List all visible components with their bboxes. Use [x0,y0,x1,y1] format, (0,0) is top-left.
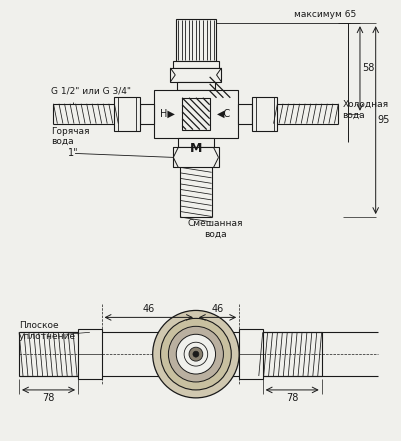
Text: 46: 46 [211,304,224,314]
Text: Холодная
вода: Холодная вода [342,100,389,120]
Text: 58: 58 [362,64,374,74]
Text: 46: 46 [143,304,155,314]
Circle shape [176,334,216,374]
Text: Плоское
уплотнение: Плоское уплотнение [19,321,76,341]
Bar [177,82,215,90]
Text: 78: 78 [43,393,55,403]
Circle shape [184,342,208,366]
Text: ◀C: ◀C [217,108,231,119]
Bar [170,68,221,82]
Bar [182,98,210,130]
Bar [173,61,219,68]
Circle shape [160,318,231,390]
Bar [114,97,140,131]
Circle shape [153,310,239,398]
Bar [252,97,277,131]
Bar [178,138,214,147]
Text: Горячая
вода: Горячая вода [51,127,90,146]
Circle shape [193,351,199,357]
Bar [176,19,216,61]
Text: 1": 1" [68,149,79,158]
Text: H▶: H▶ [160,108,175,119]
Bar [182,98,210,130]
Text: Смешанная
вода: Смешанная вода [188,219,243,239]
Bar [78,329,101,379]
Bar [154,90,238,138]
Text: 78: 78 [286,393,298,403]
Circle shape [168,326,223,382]
Text: M: M [190,142,202,154]
Text: G 1/2" или G 3/4": G 1/2" или G 3/4" [51,87,132,96]
Circle shape [189,347,203,361]
Text: 95: 95 [378,115,390,125]
Text: максимум 65: максимум 65 [294,10,356,19]
Bar [173,147,219,167]
Bar [140,104,154,123]
Bar [239,329,263,379]
Bar [238,104,252,123]
